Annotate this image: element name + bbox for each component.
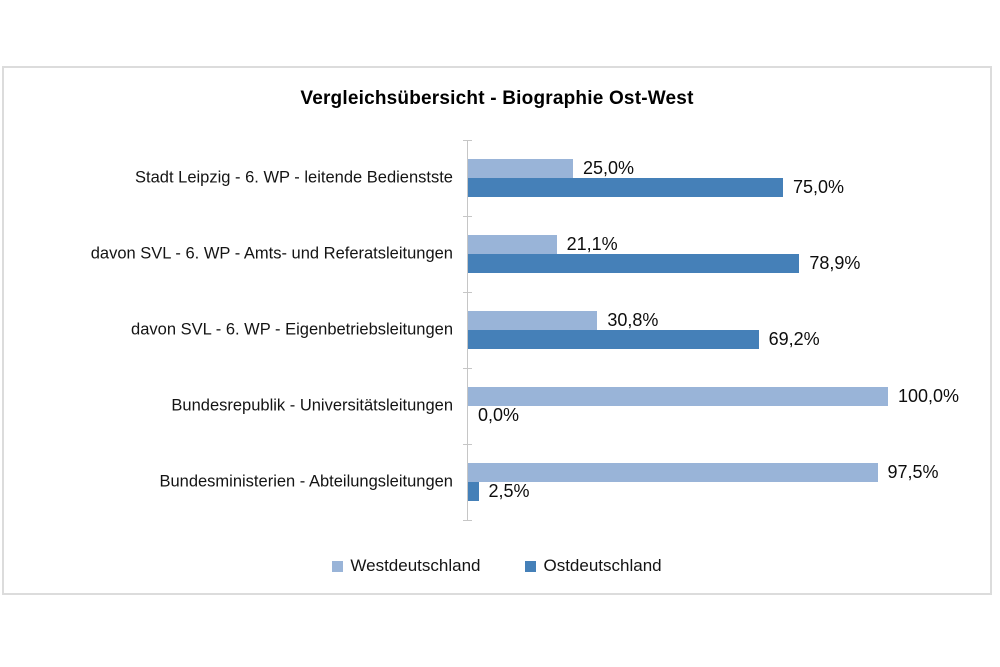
category-axis-label: Stadt Leipzig - 6. WP - leitende Bediens…: [135, 168, 453, 187]
data-label-ostdeutschland: 69,2%: [768, 329, 820, 349]
data-label-westdeutschland: 21,1%: [566, 234, 618, 254]
data-label-westdeutschland: 25,0%: [583, 158, 635, 178]
legend-label-westdeutschland: Westdeutschland: [350, 556, 481, 575]
axis-tick: [463, 140, 472, 141]
legend-item-westdeutschland: Westdeutschland: [332, 556, 480, 576]
bar-ostdeutschland: [468, 254, 800, 273]
chart-title: Vergleichsübersicht - Biographie Ost-Wes…: [300, 88, 694, 109]
data-label-ostdeutschland: 0,0%: [478, 405, 520, 425]
bar-westdeutschland: [468, 235, 557, 254]
legend-swatch-ostdeutschland: [525, 560, 537, 572]
chart-row: davon SVL - 6. WP - Amts- und Referatsle…: [4, 216, 990, 292]
category-axis-label: Bundesministerien - Abteilungsleitungen: [159, 472, 453, 491]
bar-westdeutschland: [468, 159, 573, 178]
data-label-ostdeutschland: 2,5%: [488, 481, 530, 501]
legend-label-ostdeutschland: Ostdeutschland: [543, 556, 662, 575]
legend: Westdeutschland Ostdeutschland: [4, 556, 990, 576]
data-label-ostdeutschland: 78,9%: [809, 253, 861, 273]
bar-ostdeutschland: [468, 178, 783, 197]
value-axis-line: [467, 140, 468, 520]
data-label-westdeutschland: 100,0%: [898, 386, 960, 406]
bar-westdeutschland: [468, 387, 888, 406]
bar-ostdeutschland: [468, 482, 479, 501]
axis-tick: [463, 368, 472, 369]
axis-tick: [463, 216, 472, 217]
chart-row: Bundesrepublik - Universitätsleitungen 10…: [4, 368, 990, 444]
category-axis-label: Bundesrepublik - Universitätsleitungen: [171, 396, 453, 415]
axis-tick: [463, 520, 472, 521]
data-label-westdeutschland: 97,5%: [887, 462, 939, 482]
axis-tick: [463, 444, 472, 445]
legend-swatch-westdeutschland: [332, 560, 344, 572]
category-axis-label: davon SVL - 6. WP - Eigenbetriebsleitung…: [131, 320, 453, 339]
chart-frame: Vergleichsübersicht - Biographie Ost-Wes…: [2, 66, 992, 595]
bar-westdeutschland: [468, 463, 878, 482]
chart-row: davon SVL - 6. WP - Eigenbetriebsleitung…: [4, 292, 990, 368]
data-label-ostdeutschland: 75,0%: [793, 177, 845, 197]
bar-ostdeutschland: [468, 330, 759, 349]
bar-westdeutschland: [468, 311, 598, 330]
legend-item-ostdeutschland: Ostdeutschland: [525, 556, 662, 576]
plot-area: Stadt Leipzig - 6. WP - leitende Bediens…: [4, 140, 990, 521]
axis-tick: [463, 292, 472, 293]
chart-row: Stadt Leipzig - 6. WP - leitende Bediens…: [4, 140, 990, 216]
data-label-westdeutschland: 30,8%: [607, 310, 659, 330]
chart-row: Bundesministerien - Abteilungsleitungen 9…: [4, 444, 990, 520]
category-axis-label: davon SVL - 6. WP - Amts- und Referatsle…: [90, 244, 453, 263]
